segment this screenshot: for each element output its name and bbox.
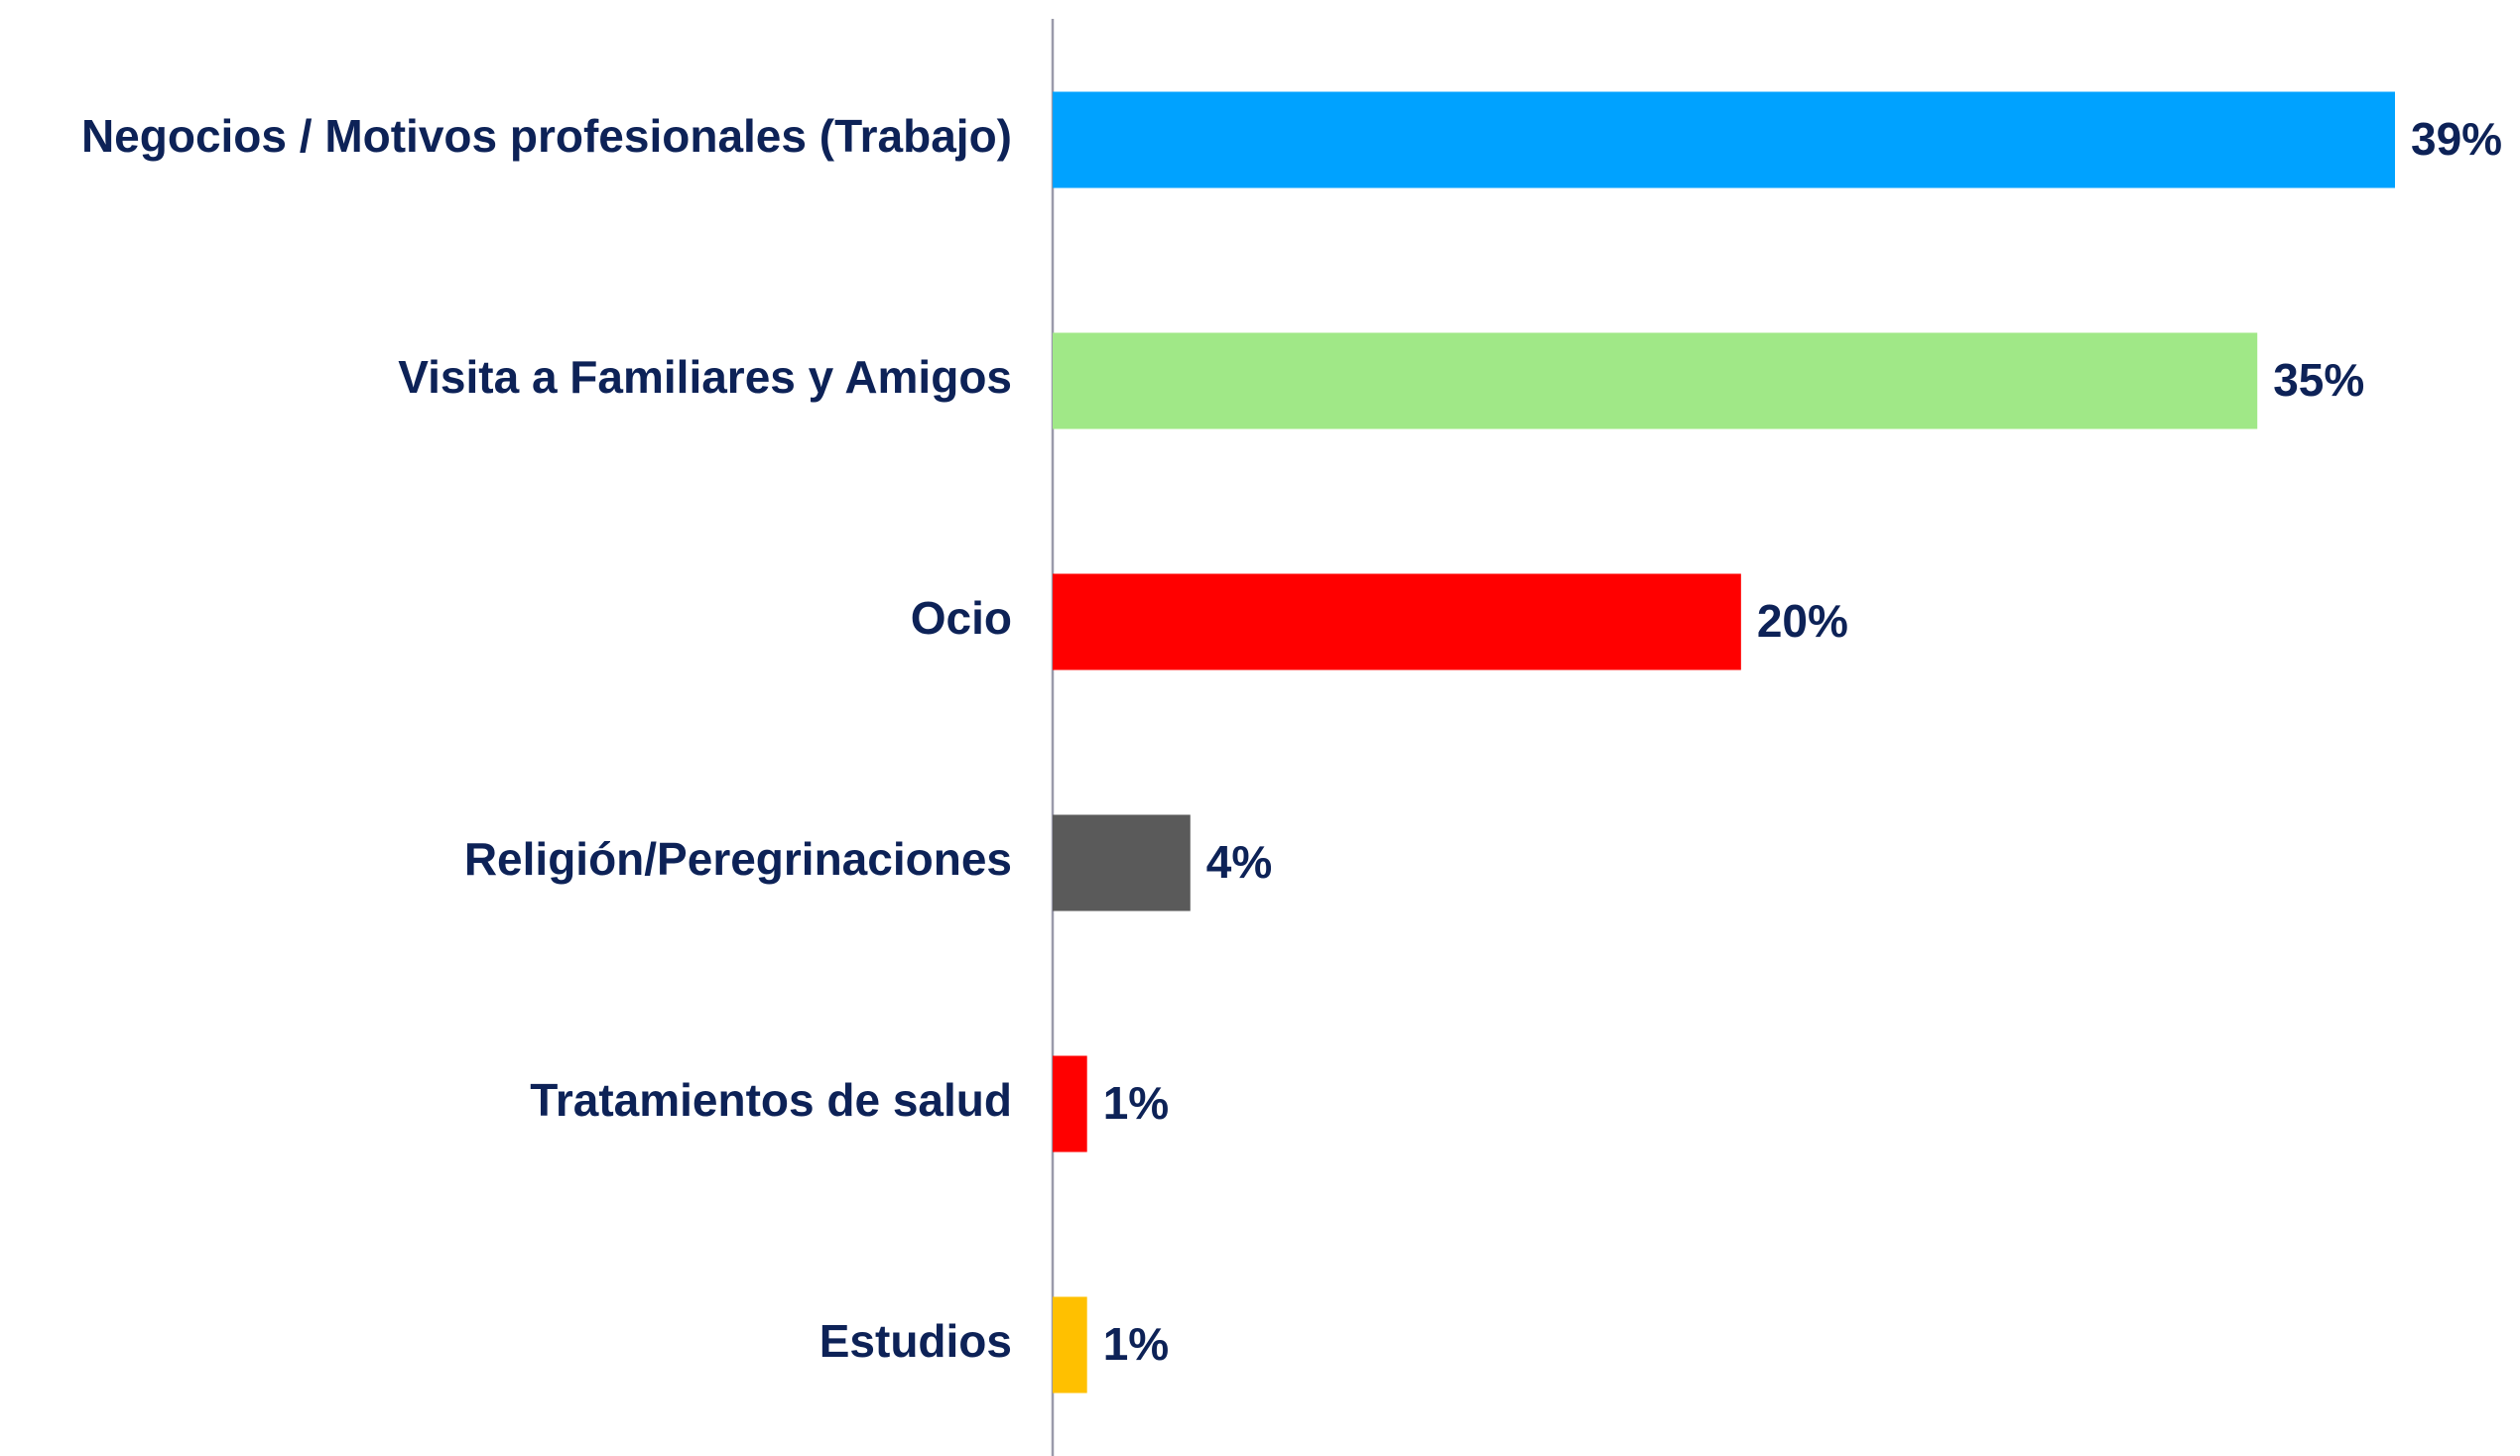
data-label: 39% [2411, 113, 2502, 165]
data-label: 4% [1206, 836, 1272, 888]
data-label: 1% [1103, 1077, 1169, 1129]
category-label: Tratamientos de salud [530, 1074, 1012, 1126]
bar [1053, 573, 1741, 670]
category-label: Negocios / Motivos profesionales (Trabaj… [81, 110, 1012, 162]
data-label: 20% [1757, 595, 1848, 647]
category-label: Estudios [819, 1315, 1012, 1367]
data-label: 35% [2273, 354, 2364, 406]
bar [1053, 1055, 1087, 1153]
data-label: 1% [1103, 1318, 1169, 1370]
bar [1053, 1296, 1087, 1394]
bar [1053, 332, 2258, 429]
bar [1053, 814, 1191, 911]
category-label: Religión/Peregrinaciones [464, 833, 1012, 885]
category-label: Visita a Familiares y Amigos [398, 351, 1012, 403]
bar [1053, 91, 2395, 188]
category-label: Ocio [911, 592, 1012, 644]
